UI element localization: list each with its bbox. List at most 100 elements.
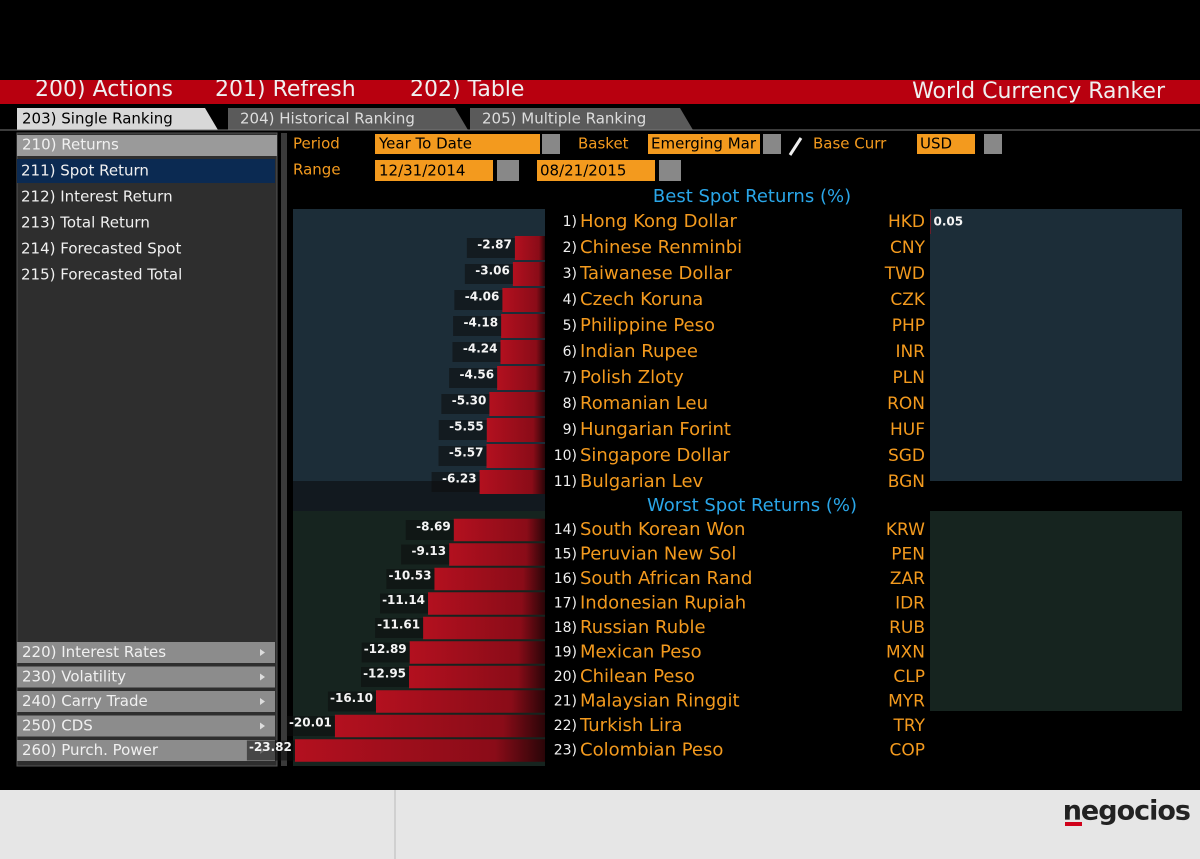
currency-name[interactable]: Peruvian New Sol xyxy=(580,544,736,565)
value-label: -9.13 xyxy=(412,544,447,558)
currency-name[interactable]: Romanian Leu xyxy=(580,393,708,414)
calendar-icon[interactable] xyxy=(497,160,519,181)
currency-name[interactable]: Hungarian Forint xyxy=(580,419,731,440)
rank: 14) xyxy=(554,522,577,538)
value-label: -5.55 xyxy=(449,420,484,434)
section-button[interactable] xyxy=(17,740,275,761)
base-label: Base Curr xyxy=(813,135,887,153)
value-label: -11.61 xyxy=(377,618,420,632)
currency-name[interactable]: South African Rand xyxy=(580,568,752,589)
section-button[interactable] xyxy=(17,642,275,663)
sidebar-header-label[interactable]: 210) Returns xyxy=(22,136,119,154)
currency-name[interactable]: Polish Zloty xyxy=(580,367,684,388)
currency-name[interactable]: Indonesian Rupiah xyxy=(580,593,746,614)
calendar-icon[interactable] xyxy=(659,160,681,181)
value-label-bg xyxy=(327,691,376,712)
section-label[interactable]: 230) Volatility xyxy=(22,668,126,686)
sidebar-header[interactable] xyxy=(17,135,277,156)
rank: 6) xyxy=(563,344,577,360)
rank: 22) xyxy=(554,718,577,734)
section-button[interactable] xyxy=(17,691,275,712)
sidebar-item[interactable]: 215) Forecasted Total xyxy=(21,266,182,284)
currency-name[interactable]: Indian Rupee xyxy=(580,341,698,362)
currency-name[interactable]: Taiwanese Dollar xyxy=(579,263,732,284)
sidebar-item[interactable]: 213) Total Return xyxy=(21,214,150,232)
return-bar xyxy=(486,444,545,468)
dropdown-arrow[interactable] xyxy=(984,134,1002,154)
currency-code: MYR xyxy=(888,692,925,712)
sidebar-item[interactable]: 212) Interest Return xyxy=(21,188,173,206)
rank: 18) xyxy=(554,620,577,636)
section-button[interactable] xyxy=(17,666,275,688)
end-date[interactable]: 08/21/2015 xyxy=(540,162,626,180)
period-label: Period xyxy=(293,135,340,153)
value-label-bg xyxy=(441,394,490,414)
sidebar-item[interactable]: 214) Forecasted Spot xyxy=(21,240,181,258)
return-bar xyxy=(428,592,545,615)
end-field[interactable] xyxy=(537,160,655,181)
currency-name[interactable]: Chinese Renminbi xyxy=(580,237,742,258)
section-label[interactable]: 220) Interest Rates xyxy=(22,643,166,661)
return-bar xyxy=(502,288,545,312)
return-bar xyxy=(930,210,931,234)
dropdown-arrow[interactable] xyxy=(763,134,781,154)
rank: 8) xyxy=(563,396,577,412)
currency-name[interactable]: Chilean Peso xyxy=(580,666,695,687)
currency-name[interactable]: Philippine Peso xyxy=(580,315,715,336)
value-label: -12.95 xyxy=(363,667,406,681)
tab-label[interactable]: 203) Single Ranking xyxy=(22,110,173,128)
currency-name[interactable]: Singapore Dollar xyxy=(580,445,730,466)
currency-code: PEN xyxy=(891,545,925,565)
selected-item xyxy=(17,159,275,183)
section-label[interactable]: 240) Carry Trade xyxy=(22,692,148,710)
currency-name[interactable]: Bulgarian Lev xyxy=(580,471,704,492)
rank: 5) xyxy=(563,318,577,334)
best-title: Best Spot Returns (%) xyxy=(653,186,851,207)
currency-name[interactable]: Czech Koruna xyxy=(580,289,703,310)
currency-name[interactable]: Russian Ruble xyxy=(580,617,706,638)
tab[interactable] xyxy=(228,108,468,130)
return-bar xyxy=(514,236,545,260)
value-label-bg xyxy=(454,290,503,310)
section-label[interactable]: 260) Purch. Power xyxy=(22,741,159,759)
dropdown-arrow[interactable] xyxy=(542,134,560,154)
value-label: 0.05 xyxy=(934,215,964,229)
section-button[interactable] xyxy=(17,715,275,737)
currency-code: RUB xyxy=(889,618,925,638)
rank: 15) xyxy=(554,547,577,563)
refresh-button[interactable]: 201) Refresh xyxy=(215,77,356,102)
value-label-bg xyxy=(453,316,502,336)
start-date[interactable]: 12/31/2014 xyxy=(379,162,465,180)
basket-value[interactable]: Emerging Mar xyxy=(651,135,757,153)
tab-label[interactable]: 204) Historical Ranking xyxy=(240,110,415,128)
period-field[interactable] xyxy=(375,134,540,154)
currency-name[interactable]: South Korean Won xyxy=(580,519,745,540)
period-value[interactable]: Year To Date xyxy=(378,135,472,153)
currency-name[interactable]: Mexican Peso xyxy=(580,642,702,663)
return-bar xyxy=(500,340,545,364)
rank: 1) xyxy=(563,214,577,230)
currency-code: CZK xyxy=(890,290,926,310)
edit-icon[interactable] xyxy=(788,137,803,156)
currency-name[interactable]: Hong Kong Dollar xyxy=(580,211,737,232)
currency-name[interactable]: Malaysian Ringgit xyxy=(580,691,740,712)
footer xyxy=(0,790,1200,859)
table-button[interactable]: 202) Table xyxy=(410,77,524,102)
tab-label[interactable]: 205) Multiple Ranking xyxy=(482,110,646,128)
value-label: -2.87 xyxy=(477,238,512,252)
return-bar xyxy=(409,665,545,689)
base-field[interactable] xyxy=(917,134,975,154)
base-value[interactable]: USD xyxy=(920,135,952,153)
tab-active[interactable] xyxy=(17,108,218,130)
section-label[interactable]: 250) CDS xyxy=(22,717,93,735)
actions-button[interactable]: 200) Actions xyxy=(35,77,173,102)
start-field[interactable] xyxy=(375,160,493,181)
value-label: -20.01 xyxy=(289,716,332,730)
currency-name[interactable]: Colombian Peso xyxy=(580,740,723,761)
tab[interactable] xyxy=(470,108,693,130)
sidebar-item[interactable]: 211) Spot Return xyxy=(21,162,149,180)
currency-name[interactable]: Turkish Lira xyxy=(579,715,682,736)
currency-code: SGD xyxy=(888,446,925,466)
basket-field[interactable] xyxy=(648,134,760,154)
